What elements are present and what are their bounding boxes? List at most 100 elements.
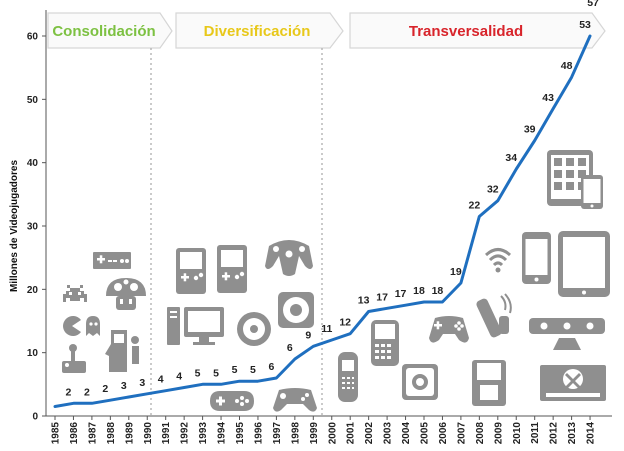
x-tick-label: 2013: [567, 422, 578, 445]
data-label: 34: [505, 152, 517, 164]
phase-title-diversificacion: Diversificación: [204, 23, 311, 40]
x-tick-label: 2002: [364, 422, 375, 445]
joystick-icon: [62, 344, 86, 373]
ps-controller-icon: [429, 316, 469, 343]
x-tick-label: 2008: [475, 422, 486, 445]
data-label: 2: [84, 386, 90, 398]
data-label: 19: [450, 266, 462, 278]
data-label: 32: [487, 184, 499, 196]
space-invader-icon: [63, 285, 87, 302]
data-label: 18: [413, 285, 425, 297]
data-label: 4: [158, 374, 164, 386]
y-tick-label: 30: [27, 222, 39, 233]
y-tick-label: 50: [27, 95, 39, 106]
disc-icon: [237, 312, 271, 346]
device-icons: [62, 150, 610, 412]
data-label: 48: [561, 60, 573, 72]
x-tick-label: 1993: [198, 422, 209, 445]
kinect-icon: [529, 318, 605, 350]
x-tick-label: 2006: [438, 422, 449, 445]
data-label: 43: [542, 92, 554, 104]
x-tick-label: 1994: [217, 422, 228, 445]
x-tick-label: 2004: [401, 422, 412, 445]
y-ticks: 0 10 20 30 40 50 60: [27, 32, 46, 423]
x-tick-label: 1985: [51, 422, 62, 445]
x-tick-label: 1991: [161, 422, 172, 445]
snes-controller-icon: [210, 391, 254, 411]
x-tick-label: 2007: [456, 422, 467, 445]
y-tick-label: 0: [32, 412, 38, 423]
x-tick-label: 2011: [530, 422, 541, 444]
x-tick-label: 1996: [253, 422, 264, 445]
mushroom-icon: [106, 278, 146, 310]
x-tick-label: 1995: [235, 422, 246, 445]
y-tick-label: 40: [27, 158, 39, 169]
phase-banner-consolidacion: [47, 12, 173, 49]
data-label: 3: [139, 377, 145, 389]
x-tick-label: 1988: [106, 422, 117, 445]
nokia-phone-icon: [338, 352, 358, 402]
x-tick-label: 2000: [327, 422, 338, 445]
gameboy-icon: [217, 245, 247, 293]
phase-title-consolidacion: Consolidación: [52, 23, 155, 40]
x-tick-label: 2014: [586, 422, 597, 445]
data-label: 11: [321, 323, 332, 335]
series-line: [53, 34, 592, 408]
data-label: 6: [287, 342, 293, 354]
data-label: 2: [102, 383, 108, 395]
tablet-icon: [558, 231, 610, 297]
x-tick-label: 2010: [512, 422, 523, 445]
x-tick-label: 1998: [290, 422, 301, 445]
gameboy-icon: [176, 248, 206, 294]
y-axis-label: Millones de Videojugadores: [9, 160, 20, 293]
data-label: 2: [66, 386, 72, 398]
blackberry-icon: [371, 320, 399, 366]
gamecube-console-icon: [402, 364, 438, 400]
y-tick-label: 20: [27, 285, 39, 296]
phase-title-transversalidad: Transversalidad: [409, 23, 523, 40]
x-ticks: 1985 1986 1987 1988 1989 1990 1991 1992 1993 1994…: [51, 416, 597, 444]
data-label: 5: [250, 364, 256, 376]
x-tick-label: 1989: [124, 422, 135, 445]
data-label: 17: [376, 291, 388, 303]
x-tick-label: 2003: [383, 422, 394, 445]
monitor-icon: [184, 307, 224, 345]
phase-banners: Consolidación Diversificación Transversa…: [47, 12, 606, 49]
wii-remote-icon: [476, 293, 512, 338]
data-label: 9: [305, 329, 311, 341]
nes-controller-icon: [93, 252, 131, 269]
xbox-console-icon: [540, 365, 606, 401]
pacman-icon: [63, 316, 100, 336]
x-tick-label: 1990: [143, 422, 154, 445]
gamecube-icon: [278, 292, 314, 328]
data-label: 53: [579, 19, 591, 31]
smartphone-icon: [522, 232, 551, 284]
x-tick-label: 2012: [549, 422, 560, 445]
y-tick-label: 10: [27, 348, 39, 359]
data-label: 6: [268, 361, 274, 373]
phase-banner-transversalidad: [349, 12, 606, 49]
arcade-cabinet-icon: [105, 330, 139, 372]
smartphone-icon: [581, 175, 603, 209]
data-label: 5: [213, 367, 219, 379]
nintendo-ds-icon: [472, 360, 506, 406]
x-tick-label: 1987: [87, 422, 98, 445]
pc-tower-icon: [167, 307, 180, 345]
x-tick-label: 1997: [272, 422, 283, 445]
data-label: 39: [524, 124, 536, 136]
data-label: 5: [195, 367, 201, 379]
xbox-controller-icon: [273, 388, 317, 412]
data-label: 17: [395, 288, 407, 300]
data-label: 4: [176, 371, 182, 383]
data-label: 18: [432, 285, 444, 297]
data-label: 57: [587, 0, 599, 9]
y-tick-label: 60: [27, 32, 39, 43]
n64-controller-icon: [265, 240, 313, 276]
data-label: 22: [469, 200, 481, 212]
x-tick-label: 1999: [309, 422, 320, 445]
data-label: 3: [121, 380, 127, 392]
x-tick-label: 2005: [420, 422, 431, 445]
wifi-icon: [484, 248, 512, 273]
